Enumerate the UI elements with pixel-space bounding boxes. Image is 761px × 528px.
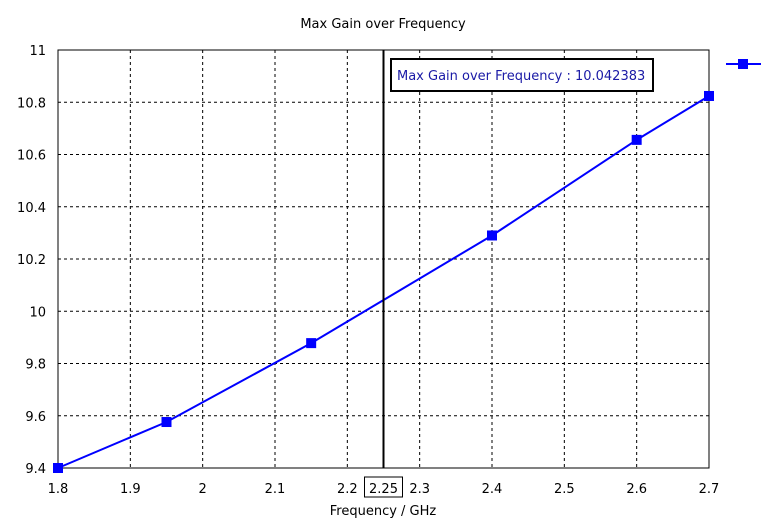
y-tick-label: 10.8 [17, 96, 46, 111]
data-point[interactable] [704, 90, 714, 101]
y-tick-label: 9.8 [25, 358, 46, 373]
x-tick-label: 2.6 [626, 482, 647, 497]
x-tick-label: 2.5 [554, 482, 575, 497]
y-tick-label: 11 [29, 44, 46, 59]
data-point[interactable] [53, 463, 63, 473]
x-axis: 1.8 1.9 2 2.1 2.2 2.3 2.4 2.5 2.6 2.7 [48, 482, 720, 497]
data-point[interactable] [306, 338, 317, 349]
data-point[interactable] [487, 230, 497, 241]
series [53, 90, 714, 473]
x-tick-label: 2.3 [409, 482, 430, 497]
legend[interactable] [726, 59, 761, 69]
y-tick-label: 10.2 [17, 253, 46, 268]
cursor-x-label: 2.25 [369, 482, 398, 497]
cursor-readout: Max Gain over Frequency : 10.042383 [397, 69, 645, 84]
series-line [57, 95, 710, 469]
data-point[interactable] [161, 417, 172, 428]
x-tick-label: 1.9 [120, 482, 141, 497]
cursor-x-box [364, 476, 403, 498]
chart-title: Max Gain over Frequency [300, 17, 466, 32]
x-tick-label: 2 [199, 482, 207, 497]
y-tick-label: 10 [29, 305, 46, 320]
y-axis: 9.4 9.6 9.8 10 10.2 10.4 10.6 10.8 11 [17, 44, 46, 477]
y-tick-label: 10.6 [17, 149, 46, 164]
x-axis-label: Frequency / GHz [330, 504, 437, 519]
x-tick-label: 1.8 [48, 482, 69, 497]
x-tick-label: 2.2 [337, 482, 358, 497]
x-tick-label: 2.1 [265, 482, 286, 497]
x-tick-label: 2.7 [699, 482, 720, 497]
y-tick-label: 10.4 [17, 201, 46, 216]
cursor-readout-box [390, 58, 654, 92]
legend-marker [738, 59, 748, 69]
x-tick-label: 2.4 [482, 482, 503, 497]
data-point[interactable] [631, 134, 642, 145]
y-tick-label: 9.4 [25, 462, 46, 477]
y-tick-label: 9.6 [25, 410, 46, 425]
